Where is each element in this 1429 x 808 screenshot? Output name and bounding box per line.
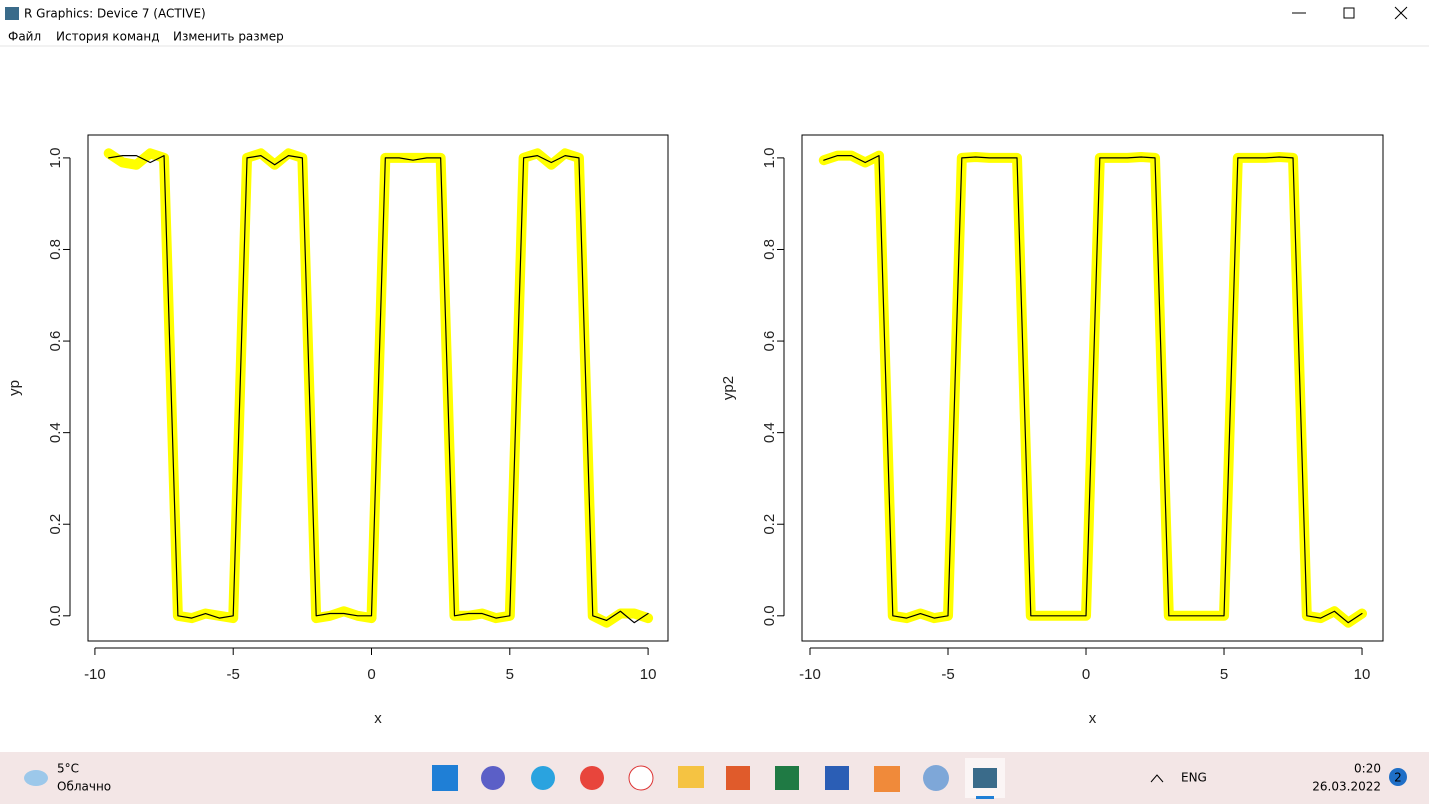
- date[interactable]: 26.03.2022: [1312, 780, 1381, 794]
- x-tick-label: 5: [506, 666, 514, 683]
- taskbar-icons: [432, 758, 1005, 799]
- y-tick-label: 0.4: [47, 422, 64, 443]
- series-line: [823, 155, 1363, 624]
- app-icon: [5, 7, 19, 20]
- title-bar: [0, 0, 1429, 28]
- x-axis-label: x: [1089, 710, 1097, 727]
- x-tick-label: 10: [1354, 666, 1371, 683]
- y-tick-label: 0.8: [761, 239, 778, 260]
- x-tick-label: 5: [1220, 666, 1228, 683]
- close[interactable]: [1394, 6, 1408, 20]
- x-tick-label: 10: [640, 666, 657, 683]
- y-axis-label: yp2: [720, 376, 737, 400]
- temperature: 5°C: [57, 762, 79, 776]
- restore[interactable]: [1343, 7, 1355, 19]
- active-indicator: [976, 796, 994, 799]
- app[interactable]: [923, 765, 949, 791]
- menu-item[interactable]: История команд: [56, 30, 160, 44]
- x-tick-label: -5: [941, 666, 954, 683]
- taskbar: [0, 752, 1429, 804]
- y-tick-label: 0.4: [761, 422, 778, 443]
- app[interactable]: [481, 766, 505, 790]
- app[interactable]: [531, 766, 555, 790]
- series-line: [108, 155, 649, 624]
- y-tick-label: 0.8: [47, 239, 64, 260]
- language[interactable]: ENG: [1181, 771, 1207, 785]
- app[interactable]: [580, 766, 604, 790]
- notification-badge[interactable]: [1389, 768, 1407, 786]
- tray-chevron[interactable]: [1150, 774, 1164, 783]
- y-tick-label: 0.2: [47, 514, 64, 535]
- x-tick-label: -10: [799, 666, 821, 683]
- weather-icon: [24, 770, 48, 786]
- app[interactable]: [678, 766, 704, 788]
- app[interactable]: [775, 766, 799, 790]
- plot-box: [87, 134, 669, 642]
- y-tick-label: 0.6: [47, 331, 64, 352]
- y-axis-label: yp: [6, 380, 23, 396]
- start[interactable]: [432, 765, 458, 791]
- menu-item[interactable]: Изменить размер: [173, 30, 284, 44]
- x-tick-label: -10: [84, 666, 106, 683]
- y-tick-label: 1.0: [47, 147, 64, 168]
- app[interactable]: [874, 766, 900, 792]
- window-title: R Graphics: Device 7 (ACTIVE): [24, 7, 206, 21]
- y-tick-label: 0.0: [47, 605, 64, 626]
- x-tick-label: 0: [1082, 666, 1090, 683]
- weather: Облачно: [57, 780, 111, 794]
- time[interactable]: 0:20: [1354, 762, 1381, 776]
- notification-count: 2: [1394, 771, 1402, 785]
- y-tick-label: 0.6: [761, 331, 778, 352]
- y-tick-label: 0.0: [761, 605, 778, 626]
- y-tick-label: 1.0: [761, 147, 778, 168]
- y-tick-label: 0.2: [761, 514, 778, 535]
- app[interactable]: [973, 768, 997, 788]
- app[interactable]: [825, 766, 849, 790]
- app[interactable]: [726, 766, 750, 790]
- plot-box: [801, 134, 1384, 642]
- x-tick-label: -5: [227, 666, 240, 683]
- x-axis-label: x: [374, 710, 382, 727]
- menu-item[interactable]: Файл: [8, 30, 41, 44]
- x-tick-label: 0: [367, 666, 375, 683]
- app[interactable]: [628, 765, 654, 791]
